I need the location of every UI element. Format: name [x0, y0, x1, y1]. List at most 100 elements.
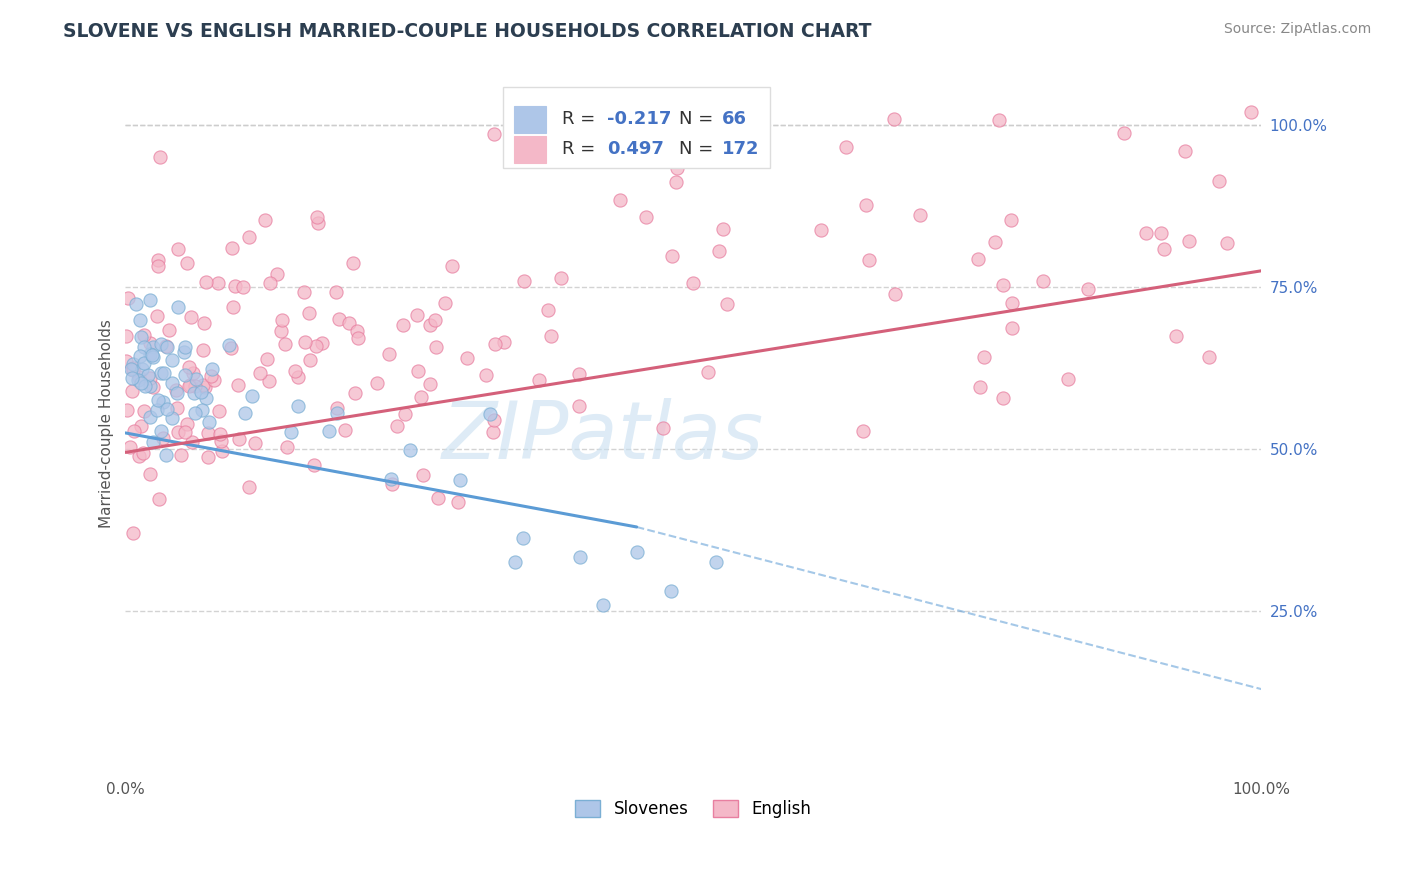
Point: [1240, 104, 1263, 119]
Text: R =: R =: [561, 110, 595, 128]
Point: [412, 468, 434, 483]
Point: [475, 368, 498, 382]
Point: [394, 407, 416, 421]
Point: [221, 241, 243, 255]
Text: 66: 66: [721, 110, 747, 128]
Point: [152, 431, 174, 445]
Point: [287, 370, 309, 384]
Point: [228, 432, 250, 446]
Point: [128, 450, 150, 464]
Point: [1150, 226, 1173, 240]
Point: [652, 421, 675, 435]
Point: [132, 340, 155, 354]
Point: [209, 434, 232, 448]
Point: [406, 308, 429, 322]
Point: [494, 335, 516, 350]
Point: [156, 340, 179, 354]
Point: [146, 392, 169, 407]
Point: [1112, 126, 1135, 140]
Point: [1174, 145, 1197, 159]
Point: [122, 425, 145, 439]
Point: [1208, 174, 1230, 188]
Point: [132, 355, 155, 369]
Point: [711, 222, 734, 236]
Point: [173, 345, 195, 359]
Point: [305, 339, 328, 353]
Point: [385, 419, 408, 434]
Point: [167, 242, 190, 256]
Point: [294, 334, 316, 349]
Point: [146, 259, 169, 273]
Point: [207, 276, 229, 290]
Point: [179, 377, 201, 392]
Point: [482, 127, 505, 141]
Point: [243, 436, 266, 450]
Point: [155, 449, 177, 463]
Point: [120, 362, 142, 376]
Text: 0.497: 0.497: [607, 140, 664, 158]
Point: [883, 112, 905, 127]
Point: [122, 363, 145, 377]
Point: [139, 410, 162, 425]
Point: [191, 378, 214, 392]
Point: [228, 377, 250, 392]
Point: [378, 347, 401, 361]
Text: ZIPatlas: ZIPatlas: [441, 398, 763, 476]
Point: [993, 277, 1015, 292]
Point: [121, 384, 143, 398]
Point: [198, 416, 221, 430]
Point: [1164, 328, 1187, 343]
Point: [142, 340, 165, 354]
Point: [991, 391, 1014, 405]
Point: [380, 472, 402, 486]
Point: [1056, 372, 1078, 386]
Point: [835, 139, 858, 153]
Point: [973, 350, 995, 364]
Point: [150, 424, 173, 438]
Point: [449, 473, 471, 487]
Point: [128, 369, 150, 384]
Point: [1178, 234, 1201, 248]
Bar: [515, 106, 546, 133]
Point: [166, 385, 188, 400]
Point: [568, 367, 591, 381]
Point: [191, 403, 214, 417]
Point: [423, 312, 446, 326]
Point: [242, 389, 264, 403]
Point: [160, 376, 183, 390]
Point: [318, 424, 340, 438]
Point: [513, 274, 536, 288]
Point: [150, 337, 173, 351]
Point: [343, 386, 366, 401]
Point: [503, 555, 526, 569]
Point: [482, 425, 505, 439]
Text: SLOVENE VS ENGLISH MARRIED-COUPLE HOUSEHOLDS CORRELATION CHART: SLOVENE VS ENGLISH MARRIED-COUPLE HOUSEH…: [63, 22, 872, 41]
Point: [155, 338, 177, 352]
Point: [661, 249, 683, 263]
Point: [167, 425, 190, 439]
Point: [238, 480, 260, 494]
Point: [434, 296, 457, 310]
Point: [179, 359, 201, 374]
Point: [254, 213, 277, 227]
Point: [157, 323, 180, 337]
Point: [122, 360, 145, 375]
Point: [697, 365, 720, 379]
Point: [139, 335, 162, 350]
Point: [136, 368, 159, 382]
Point: [626, 544, 648, 558]
Point: [399, 443, 422, 458]
Point: [425, 340, 447, 354]
Point: [186, 372, 208, 386]
Point: [170, 448, 193, 462]
Point: [337, 316, 360, 330]
Point: [139, 467, 162, 481]
Point: [184, 406, 207, 420]
Point: [810, 223, 832, 237]
Point: [131, 362, 153, 376]
Point: [307, 211, 329, 225]
Point: [426, 491, 449, 505]
Point: [326, 401, 349, 415]
Point: [142, 380, 165, 394]
Point: [512, 531, 534, 545]
